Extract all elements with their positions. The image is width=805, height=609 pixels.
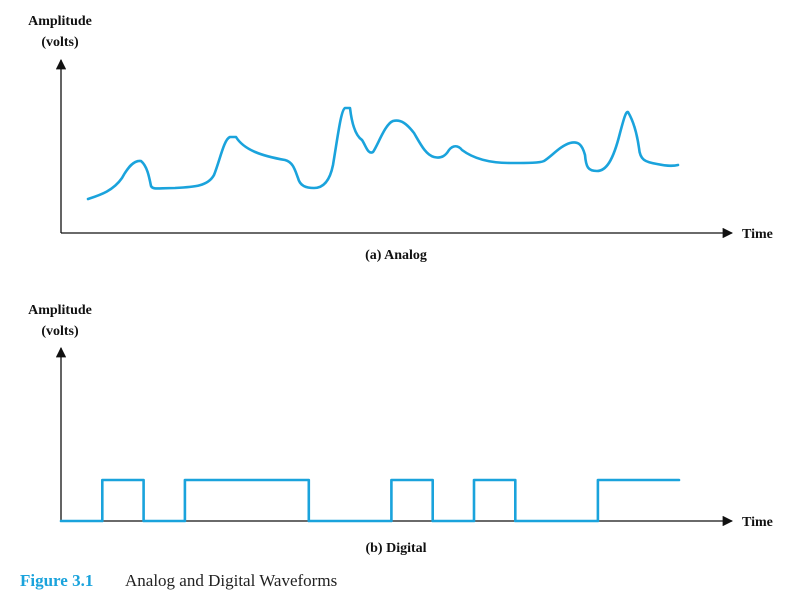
figure-number: Figure 3.1	[20, 571, 93, 590]
digital-caption: (b) Digital	[365, 541, 426, 556]
analog-caption: (a) Analog	[365, 248, 427, 263]
analog-y-label-line2: (volts)	[41, 35, 79, 50]
digital-y-label-line2: (volts)	[41, 324, 79, 339]
analog-x-label: Time	[742, 227, 773, 242]
digital-waveform	[59, 478, 681, 523]
digital-x-label: Time	[742, 515, 773, 530]
analog-waveform	[86, 106, 680, 201]
analog-y-label-line1: Amplitude	[28, 14, 92, 29]
figure-title: Analog and Digital Waveforms	[125, 571, 337, 590]
analog-panel: Amplitude (volts) Time (a) Analog	[28, 14, 773, 263]
figure-caption: Figure 3.1 Analog and Digital Waveforms	[20, 571, 337, 590]
digital-panel: Amplitude (volts) Time (b) Digital	[28, 303, 773, 556]
digital-y-label-line1: Amplitude	[28, 303, 92, 318]
